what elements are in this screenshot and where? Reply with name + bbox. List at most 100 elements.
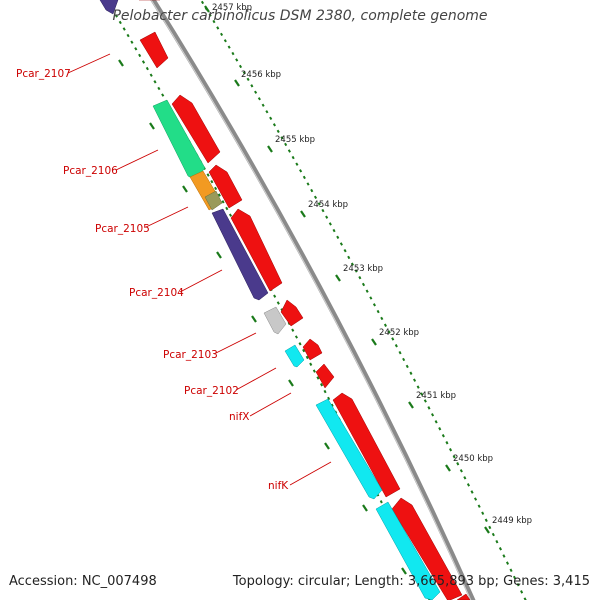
minor-tick bbox=[325, 215, 329, 219]
leader-line bbox=[249, 392, 292, 417]
minor-tick bbox=[223, 39, 227, 43]
inner-tick bbox=[149, 122, 155, 130]
minor-tick bbox=[214, 186, 218, 191]
gene-label-pcar-2106[interactable]: Pcar_2106 bbox=[63, 165, 118, 177]
gene-arrow-cyan[interactable] bbox=[315, 398, 383, 500]
gene-arrow[interactable] bbox=[302, 338, 323, 361]
minor-tick bbox=[343, 248, 347, 253]
major-tick bbox=[234, 79, 240, 87]
gene-arrow-cyan[interactable] bbox=[375, 501, 441, 600]
minor-tick bbox=[138, 53, 142, 58]
minor-tick bbox=[309, 362, 313, 366]
minor-tick bbox=[491, 532, 495, 537]
minor-tick bbox=[409, 371, 413, 375]
minor-tick bbox=[269, 116, 273, 121]
minor-tick bbox=[470, 490, 474, 494]
minor-tick bbox=[387, 330, 391, 334]
minor-tick bbox=[420, 392, 424, 396]
gene-label-pcar-2102[interactable]: Pcar_2102 bbox=[184, 385, 239, 397]
genome-backbone bbox=[150, 0, 476, 600]
minor-tick bbox=[212, 19, 216, 24]
minor-tick bbox=[210, 180, 214, 184]
inner-track-ticks bbox=[118, 59, 407, 575]
major-tick bbox=[445, 464, 451, 472]
minor-tick bbox=[231, 51, 235, 56]
gene-label-nifk[interactable]: nifK bbox=[268, 480, 289, 492]
gene-arrow-gray[interactable] bbox=[263, 306, 287, 335]
minor-tick bbox=[161, 93, 165, 97]
gene-arrow[interactable] bbox=[171, 94, 221, 164]
minor-tick bbox=[431, 413, 435, 417]
minor-tick bbox=[379, 500, 383, 504]
minor-tick bbox=[416, 385, 420, 389]
minor-tick bbox=[398, 350, 402, 355]
minor-tick bbox=[427, 406, 431, 410]
minor-tick bbox=[257, 97, 261, 101]
genome-backbone-highlight bbox=[150, 0, 472, 600]
inner-tick bbox=[401, 567, 407, 575]
gene-arrow[interactable] bbox=[139, 31, 169, 69]
minor-tick bbox=[484, 518, 488, 523]
minor-tick bbox=[291, 155, 295, 160]
leader-line bbox=[289, 461, 332, 486]
minor-tick bbox=[294, 335, 298, 339]
minor-tick bbox=[354, 269, 358, 273]
minor-tick bbox=[434, 420, 438, 424]
minor-tick bbox=[305, 355, 309, 360]
gene-label-pcar-2104[interactable]: Pcar_2104 bbox=[129, 287, 184, 299]
minor-tick bbox=[157, 86, 161, 91]
leader-line bbox=[213, 332, 257, 355]
minor-tick bbox=[313, 195, 318, 200]
gene-arrow[interactable] bbox=[315, 363, 335, 389]
gene-arrow-olive[interactable] bbox=[204, 190, 223, 211]
kbp-tick-label: 2453 kbp bbox=[343, 264, 383, 274]
minor-tick bbox=[134, 47, 138, 51]
gene-label-pcar-2107[interactable]: Pcar_2107 bbox=[16, 68, 71, 80]
gene-arrow[interactable] bbox=[391, 497, 463, 600]
genome-title: Pelobacter carbinolicus DSM 2380, comple… bbox=[112, 8, 488, 24]
kbp-tick-label: 2449 kbp bbox=[492, 516, 532, 526]
gene-label-pcar-2103[interactable]: Pcar_2103 bbox=[163, 349, 218, 361]
minor-tick bbox=[323, 389, 327, 394]
minor-tick bbox=[265, 110, 269, 114]
minor-tick bbox=[302, 348, 306, 353]
minor-tick bbox=[216, 26, 220, 30]
minor-tick bbox=[449, 448, 453, 452]
leader-line bbox=[235, 367, 277, 391]
minor-tick bbox=[235, 58, 239, 62]
minor-tick bbox=[383, 323, 387, 327]
minor-tick bbox=[336, 235, 340, 239]
leader-line bbox=[67, 53, 111, 74]
minor-tick bbox=[295, 162, 299, 166]
minor-tick bbox=[280, 136, 284, 140]
gene-label-nifx[interactable]: nifX bbox=[229, 411, 249, 423]
minor-tick bbox=[316, 376, 320, 380]
gene-arrow-purple[interactable] bbox=[211, 208, 269, 301]
kbp-tick-label: 2456 kbp bbox=[241, 70, 281, 80]
gene-arrow[interactable] bbox=[332, 392, 401, 498]
minor-tick bbox=[153, 80, 157, 84]
leader-line bbox=[179, 269, 223, 293]
major-tick bbox=[204, 5, 210, 13]
minor-tick bbox=[441, 434, 445, 438]
leader-line bbox=[115, 149, 159, 171]
gene-arrow-cyan[interactable] bbox=[284, 344, 305, 368]
minor-tick bbox=[206, 173, 210, 177]
gene-arrow[interactable] bbox=[456, 593, 471, 600]
gene-arrow[interactable] bbox=[208, 164, 243, 209]
minor-tick bbox=[298, 342, 302, 346]
minor-tick bbox=[312, 369, 316, 373]
minor-tick bbox=[242, 71, 246, 75]
gene-arrow[interactable] bbox=[280, 299, 304, 327]
minor-tick bbox=[463, 476, 467, 480]
minor-tick bbox=[317, 202, 321, 206]
inner-tick bbox=[324, 442, 330, 450]
kbp-tick-marks bbox=[204, 5, 490, 534]
minor-tick bbox=[438, 427, 442, 431]
minor-tick bbox=[361, 282, 366, 287]
gene-arrow-purple[interactable] bbox=[99, 0, 119, 15]
minor-tick bbox=[227, 45, 231, 49]
gene-label-pcar-2105[interactable]: Pcar_2105 bbox=[95, 223, 150, 235]
gene-arrow[interactable] bbox=[230, 208, 283, 292]
